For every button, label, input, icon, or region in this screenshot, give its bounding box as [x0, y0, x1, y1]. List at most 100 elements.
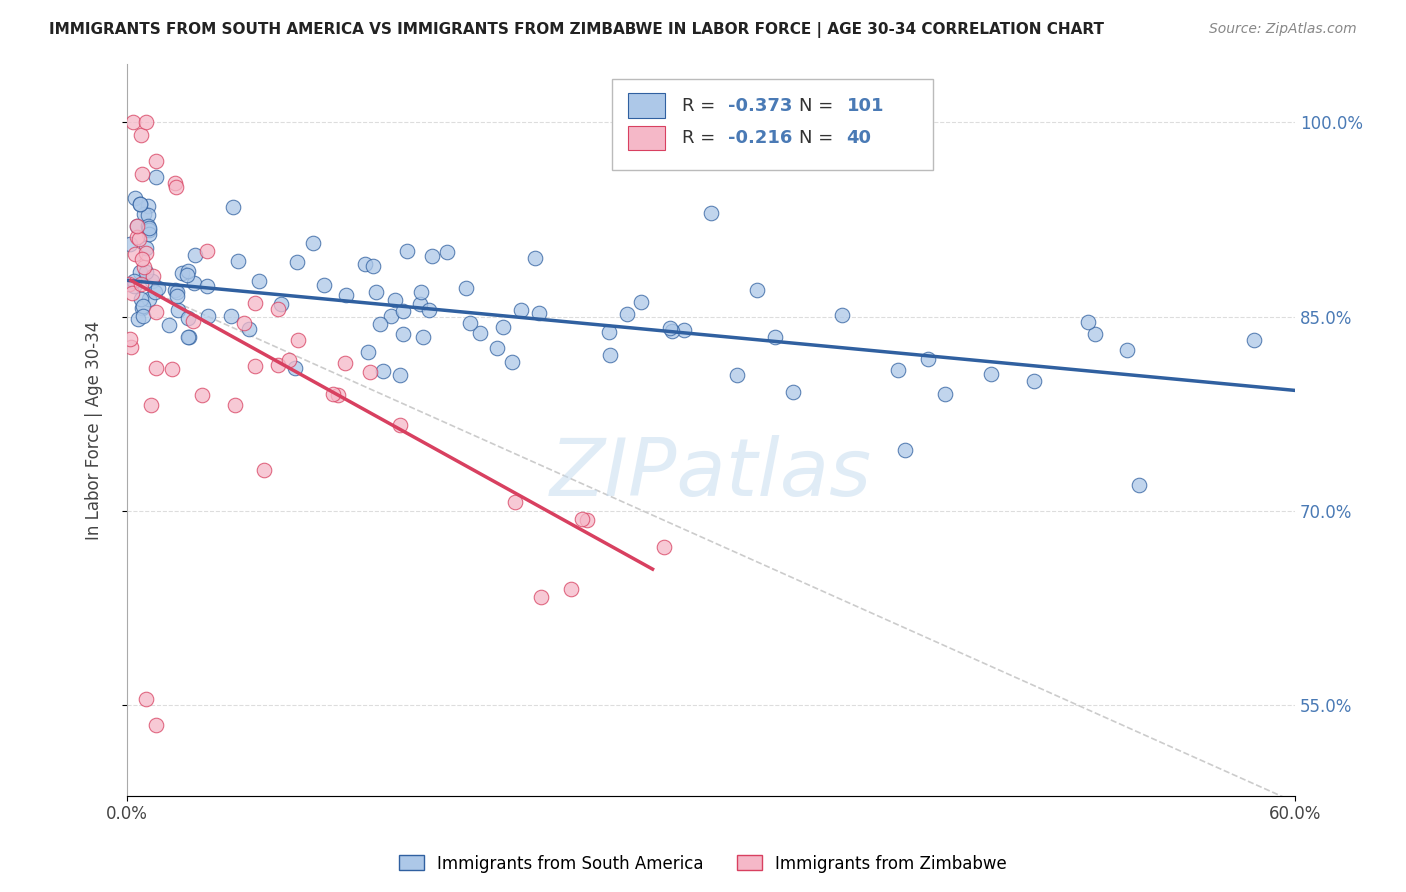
Point [418, 302, 440, 317]
Point [270, 296, 292, 310]
Point [523, 251, 546, 265]
Point [135, 245, 157, 260]
Point [409, 297, 432, 311]
Point [138, 208, 160, 222]
Point [121, 115, 143, 129]
Point [392, 326, 415, 341]
Point [135, 115, 157, 129]
Text: 40: 40 [846, 129, 872, 147]
Point [368, 317, 391, 331]
Point [253, 463, 276, 477]
Point [287, 255, 309, 269]
FancyBboxPatch shape [612, 78, 934, 170]
Point [122, 274, 145, 288]
Point [411, 285, 433, 299]
Point [917, 351, 939, 366]
Point [163, 283, 186, 297]
Point [226, 254, 249, 268]
Point [501, 355, 523, 369]
Point [176, 268, 198, 282]
Point [177, 264, 200, 278]
Point [1024, 374, 1046, 388]
FancyBboxPatch shape [628, 94, 665, 119]
Point [143, 285, 166, 299]
Point [120, 237, 142, 252]
Point [505, 866, 527, 880]
Point [122, 278, 145, 293]
Point [277, 353, 299, 368]
Point [384, 293, 406, 307]
Point [135, 241, 157, 255]
Point [135, 691, 157, 706]
Point [630, 295, 652, 310]
Point [571, 512, 593, 526]
Point [138, 292, 160, 306]
Point [1077, 315, 1099, 329]
Point [238, 322, 260, 336]
Point [598, 326, 620, 340]
Point [184, 248, 207, 262]
Point [191, 388, 214, 402]
Point [219, 309, 242, 323]
Point [458, 316, 481, 330]
Point [468, 326, 491, 340]
Point [1128, 478, 1150, 492]
Point [121, 285, 143, 300]
Point [249, 274, 271, 288]
Point [128, 265, 150, 279]
Point [131, 301, 153, 316]
Point [177, 311, 200, 326]
Point [267, 302, 290, 317]
Point [894, 442, 917, 457]
Point [420, 249, 443, 263]
Point [245, 359, 267, 373]
Point [700, 206, 723, 220]
Point [245, 296, 267, 310]
Point [127, 229, 149, 244]
Point [287, 334, 309, 348]
Point [392, 304, 415, 318]
Point [145, 360, 167, 375]
Point [359, 365, 381, 379]
Point [1084, 327, 1107, 342]
Point [131, 277, 153, 291]
Text: Source: ZipAtlas.com: Source: ZipAtlas.com [1209, 22, 1357, 37]
Point [364, 285, 387, 300]
Point [388, 418, 411, 433]
Point [145, 169, 167, 184]
Point [177, 330, 200, 344]
Point [266, 359, 288, 373]
Text: ZIPatlas: ZIPatlas [550, 434, 872, 513]
Point [354, 257, 377, 271]
Point [124, 191, 146, 205]
Point [146, 281, 169, 295]
Point [447, 872, 470, 887]
Point [363, 259, 385, 273]
Point [322, 387, 344, 401]
Point [118, 332, 141, 346]
Point [980, 367, 1002, 381]
Point [333, 356, 356, 370]
Point [395, 244, 418, 258]
Point [195, 278, 218, 293]
Point [145, 717, 167, 731]
Point [380, 310, 402, 324]
Point [314, 278, 336, 293]
Point [412, 330, 434, 344]
Point [232, 316, 254, 330]
Point [436, 244, 458, 259]
Point [145, 154, 167, 169]
Point [129, 293, 152, 307]
Point [492, 320, 515, 334]
Point [745, 284, 768, 298]
Point [503, 494, 526, 508]
Point [527, 306, 550, 320]
Point [335, 288, 357, 302]
Point [163, 176, 186, 190]
Point [125, 219, 148, 233]
Point [887, 362, 910, 376]
Text: R =: R = [682, 129, 716, 147]
Point [224, 398, 246, 412]
Text: N =: N = [799, 129, 832, 147]
Point [141, 274, 163, 288]
